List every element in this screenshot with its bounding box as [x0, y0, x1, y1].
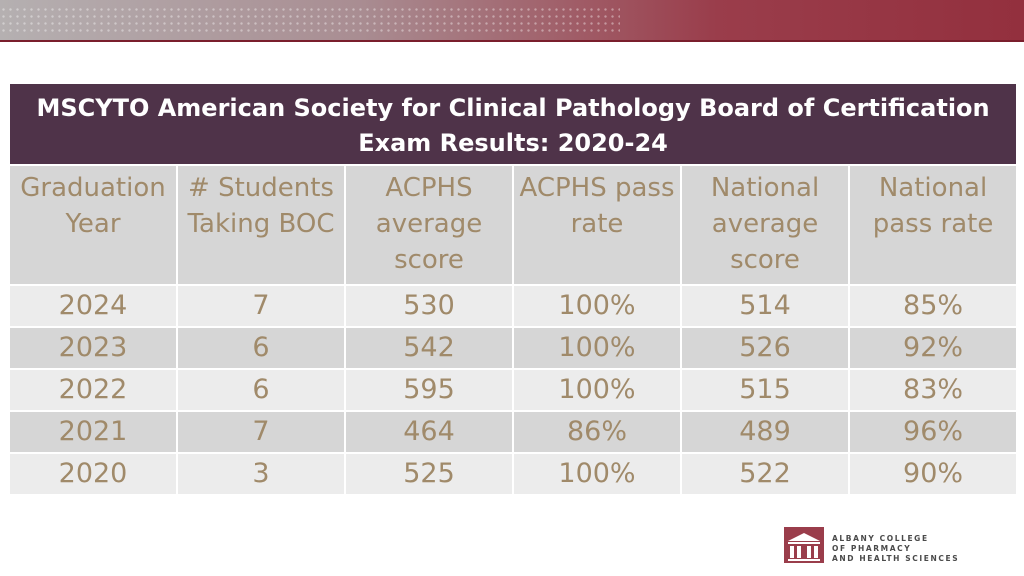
- cell-national-average: 514: [680, 284, 850, 328]
- cell-graduation-year: 2021: [8, 410, 178, 454]
- college-name-line: OF PHARMACY: [832, 544, 912, 553]
- title-row: MSCYTO American Society for Clinical Pat…: [7, 82, 1019, 166]
- column-header-students-taking-boc: # Students Taking BOC: [176, 164, 346, 286]
- cell-students: 6: [176, 368, 346, 412]
- cell-acphs-pass-rate: 100%: [512, 452, 682, 496]
- table-row: 2022 6 595 100% 515 83%: [8, 368, 1019, 412]
- cell-acphs-average: 464: [344, 410, 514, 454]
- cell-graduation-year: 2020: [8, 452, 178, 496]
- college-building-icon: [784, 527, 824, 563]
- cell-acphs-pass-rate: 100%: [512, 326, 682, 370]
- column-header-acphs-average-score: ACPHS average score: [344, 164, 514, 286]
- table-row: 2021 7 464 86% 489 96%: [8, 410, 1019, 454]
- table-row: 2020 3 525 100% 522 90%: [8, 452, 1019, 496]
- cell-graduation-year: 2024: [8, 284, 178, 328]
- cell-national-pass-rate: 96%: [847, 410, 1019, 454]
- cell-national-pass-rate: 85%: [847, 284, 1019, 328]
- cell-acphs-average: 595: [344, 368, 514, 412]
- cell-national-pass-rate: 90%: [847, 452, 1019, 496]
- cell-national-average: 522: [680, 452, 850, 496]
- cell-students: 7: [176, 284, 346, 328]
- column-header-national-pass-rate: National pass rate: [847, 164, 1019, 286]
- header-row: Graduation Year # Students Taking BOC AC…: [8, 164, 1019, 286]
- cell-acphs-average: 530: [344, 284, 514, 328]
- cell-national-average: 489: [680, 410, 850, 454]
- table-row: 2024 7 530 100% 514 85%: [8, 284, 1019, 328]
- cell-national-average: 515: [680, 368, 850, 412]
- cell-graduation-year: 2023: [8, 326, 178, 370]
- column-header-acphs-pass-rate: ACPHS pass rate: [512, 164, 682, 286]
- header-divider: [0, 40, 1024, 42]
- cell-acphs-average: 542: [344, 326, 514, 370]
- college-name-line: ALBANY COLLEGE: [832, 534, 929, 543]
- exam-results-table: MSCYTO American Society for Clinical Pat…: [7, 82, 1019, 496]
- cell-acphs-average: 525: [344, 452, 514, 496]
- column-header-graduation-year: Graduation Year: [8, 164, 178, 286]
- cell-graduation-year: 2022: [8, 368, 178, 412]
- cell-students: 3: [176, 452, 346, 496]
- cell-acphs-pass-rate: 100%: [512, 284, 682, 328]
- cell-national-pass-rate: 92%: [847, 326, 1019, 370]
- table-row: 2023 6 542 100% 526 92%: [8, 326, 1019, 370]
- cell-students: 7: [176, 410, 346, 454]
- cell-acphs-pass-rate: 86%: [512, 410, 682, 454]
- college-name-line: AND HEALTH SCIENCES: [832, 554, 960, 563]
- header-band: [0, 0, 1024, 40]
- column-header-national-average-score: National average score: [680, 164, 850, 286]
- college-name: ALBANY COLLEGE OF PHARMACY AND HEALTH SC…: [832, 534, 959, 564]
- cell-national-average: 526: [680, 326, 850, 370]
- cell-acphs-pass-rate: 100%: [512, 368, 682, 412]
- cell-national-pass-rate: 83%: [847, 368, 1019, 412]
- header-dot-pattern: [0, 6, 620, 34]
- college-logo: ALBANY COLLEGE OF PHARMACY AND HEALTH SC…: [784, 527, 958, 567]
- cell-students: 6: [176, 326, 346, 370]
- table-title: MSCYTO American Society for Clinical Pat…: [7, 82, 1019, 166]
